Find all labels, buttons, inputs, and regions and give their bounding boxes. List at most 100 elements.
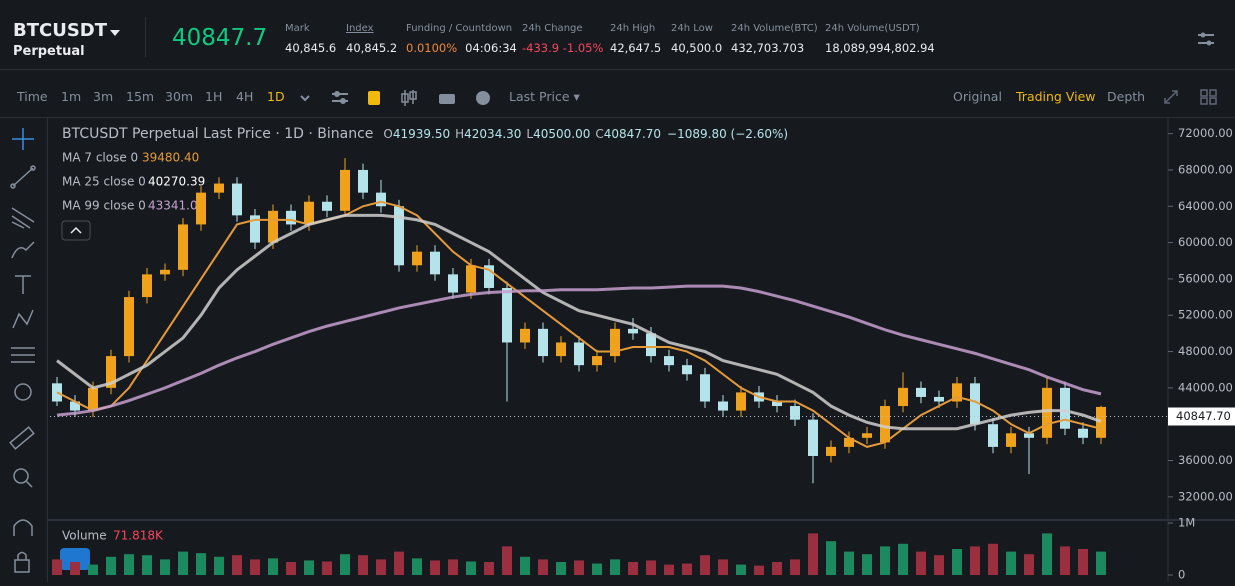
interval[interactable]: 1H bbox=[205, 89, 223, 104]
view-option[interactable]: Original bbox=[953, 89, 1002, 104]
candle-body bbox=[520, 328, 530, 343]
candle-body bbox=[106, 356, 116, 388]
stat: 24h Low 40,500.0 bbox=[671, 23, 722, 55]
candle-body bbox=[286, 210, 296, 225]
volume-bar bbox=[988, 543, 998, 575]
collapse-button[interactable] bbox=[61, 220, 91, 241]
moving-average bbox=[56, 213, 1102, 431]
volume-bar bbox=[250, 559, 260, 575]
interval[interactable]: Time bbox=[17, 89, 48, 104]
ma-value: 43341.05 bbox=[148, 199, 205, 213]
volume-bar bbox=[736, 564, 746, 575]
candle-body bbox=[412, 251, 422, 266]
last-price: 40847.7 bbox=[172, 25, 268, 51]
candle-body bbox=[268, 210, 278, 243]
y-tick-label: 32000.00 bbox=[1178, 489, 1233, 503]
volume-bar bbox=[70, 562, 80, 575]
volume-bar bbox=[1042, 533, 1052, 575]
emoji-tool[interactable] bbox=[14, 383, 32, 401]
volume-bar bbox=[628, 562, 638, 575]
lock-tool[interactable] bbox=[14, 551, 30, 573]
candle-body bbox=[628, 328, 638, 334]
ruler-tool[interactable] bbox=[9, 426, 35, 450]
volume-bar bbox=[448, 559, 458, 575]
interval[interactable]: 1D bbox=[267, 89, 285, 104]
stat-value-part: 42,647.5 bbox=[610, 41, 662, 55]
symbol[interactable]: BTCUSDT bbox=[13, 20, 108, 41]
stat-value-part: 18,089,994,802.94 bbox=[825, 41, 935, 55]
volume-bar bbox=[844, 551, 854, 575]
magnet-tool[interactable] bbox=[13, 519, 33, 536]
price-type[interactable]: Last Price ▾ bbox=[509, 89, 580, 104]
layout-icons bbox=[1164, 89, 1217, 105]
candle-body bbox=[538, 328, 548, 357]
candle-body bbox=[772, 401, 782, 407]
volume-bar bbox=[1060, 546, 1070, 575]
candle-body bbox=[214, 183, 224, 193]
volume-bar bbox=[502, 546, 512, 575]
text-tool[interactable] bbox=[15, 275, 31, 294]
candle-body bbox=[304, 201, 314, 225]
price-type-label[interactable]: Last Price bbox=[509, 89, 570, 104]
ma-value: 40270.39 bbox=[148, 175, 205, 189]
interval[interactable]: 15m bbox=[126, 89, 155, 104]
stat: 24h High 42,647.5 bbox=[610, 23, 661, 55]
interval[interactable]: 3m bbox=[93, 89, 114, 104]
volume-bar bbox=[376, 559, 386, 575]
candle-icon[interactable] bbox=[401, 90, 417, 106]
volume-bar bbox=[322, 561, 332, 575]
volume-bar bbox=[214, 556, 224, 575]
volume-bar bbox=[286, 562, 296, 575]
candle-body bbox=[70, 401, 80, 411]
add-icon[interactable] bbox=[476, 91, 490, 105]
stat-value-part: 40,845.6 bbox=[285, 41, 337, 55]
stat: Funding / Countdown 0.0100% 04:06:34 bbox=[406, 23, 517, 55]
stat-label: Mark bbox=[285, 23, 310, 34]
candle-body bbox=[322, 201, 332, 211]
ohlc-value: 40847.70 bbox=[604, 127, 661, 141]
ohlc-value: 41939.50 bbox=[393, 127, 450, 141]
volume-bar bbox=[556, 562, 566, 575]
symbol-caret[interactable] bbox=[110, 30, 120, 36]
stat-label: 24h Change bbox=[522, 23, 583, 34]
line-tool[interactable] bbox=[10, 165, 36, 189]
interval[interactable]: 4H bbox=[236, 89, 254, 104]
y-tick-label: 52000.00 bbox=[1178, 308, 1233, 322]
stat-label: Index bbox=[346, 23, 374, 34]
stat-value: 18,089,994,802.94 bbox=[825, 41, 935, 55]
channel-tool[interactable] bbox=[11, 207, 35, 229]
crosshair-tool[interactable] bbox=[12, 128, 34, 150]
stat-value: 432,703.703 bbox=[731, 41, 818, 55]
zoom-tool[interactable] bbox=[13, 468, 33, 488]
collapse-icon[interactable] bbox=[70, 226, 82, 234]
fib-tool[interactable] bbox=[11, 347, 35, 363]
candle-body bbox=[610, 328, 620, 357]
candle-body bbox=[682, 365, 692, 375]
volume-bar bbox=[682, 563, 692, 575]
fullscreen-icon[interactable] bbox=[1164, 90, 1178, 104]
candle-body bbox=[808, 419, 818, 456]
stat-label: 24h Low bbox=[671, 23, 713, 34]
volume-bar bbox=[880, 546, 890, 575]
pattern-tool[interactable] bbox=[12, 309, 34, 329]
view-option[interactable]: Trading View bbox=[1016, 89, 1096, 104]
template-icon[interactable] bbox=[368, 91, 380, 105]
volume-bar bbox=[124, 554, 134, 575]
candle-body bbox=[1078, 428, 1088, 438]
stat-value-part: 432,703.703 bbox=[731, 41, 805, 55]
interval[interactable]: 1m bbox=[61, 89, 82, 104]
volume-bar bbox=[52, 559, 62, 575]
interval-caret[interactable] bbox=[300, 95, 310, 102]
interval[interactable]: 30m bbox=[165, 89, 194, 104]
settings-icon[interactable] bbox=[1197, 30, 1215, 48]
volume-bar bbox=[520, 556, 530, 575]
stat: 24h Change -433.9 -1.05% bbox=[522, 23, 603, 55]
brush-tool[interactable] bbox=[11, 241, 35, 259]
camera-icon[interactable] bbox=[439, 94, 455, 104]
candle-body bbox=[880, 406, 890, 443]
ohlc-key: H bbox=[455, 127, 464, 141]
moving-average bbox=[56, 284, 1102, 417]
view-option[interactable]: Depth bbox=[1107, 89, 1146, 104]
indicator-icon[interactable] bbox=[332, 91, 348, 104]
grid-icon[interactable] bbox=[1200, 89, 1217, 105]
